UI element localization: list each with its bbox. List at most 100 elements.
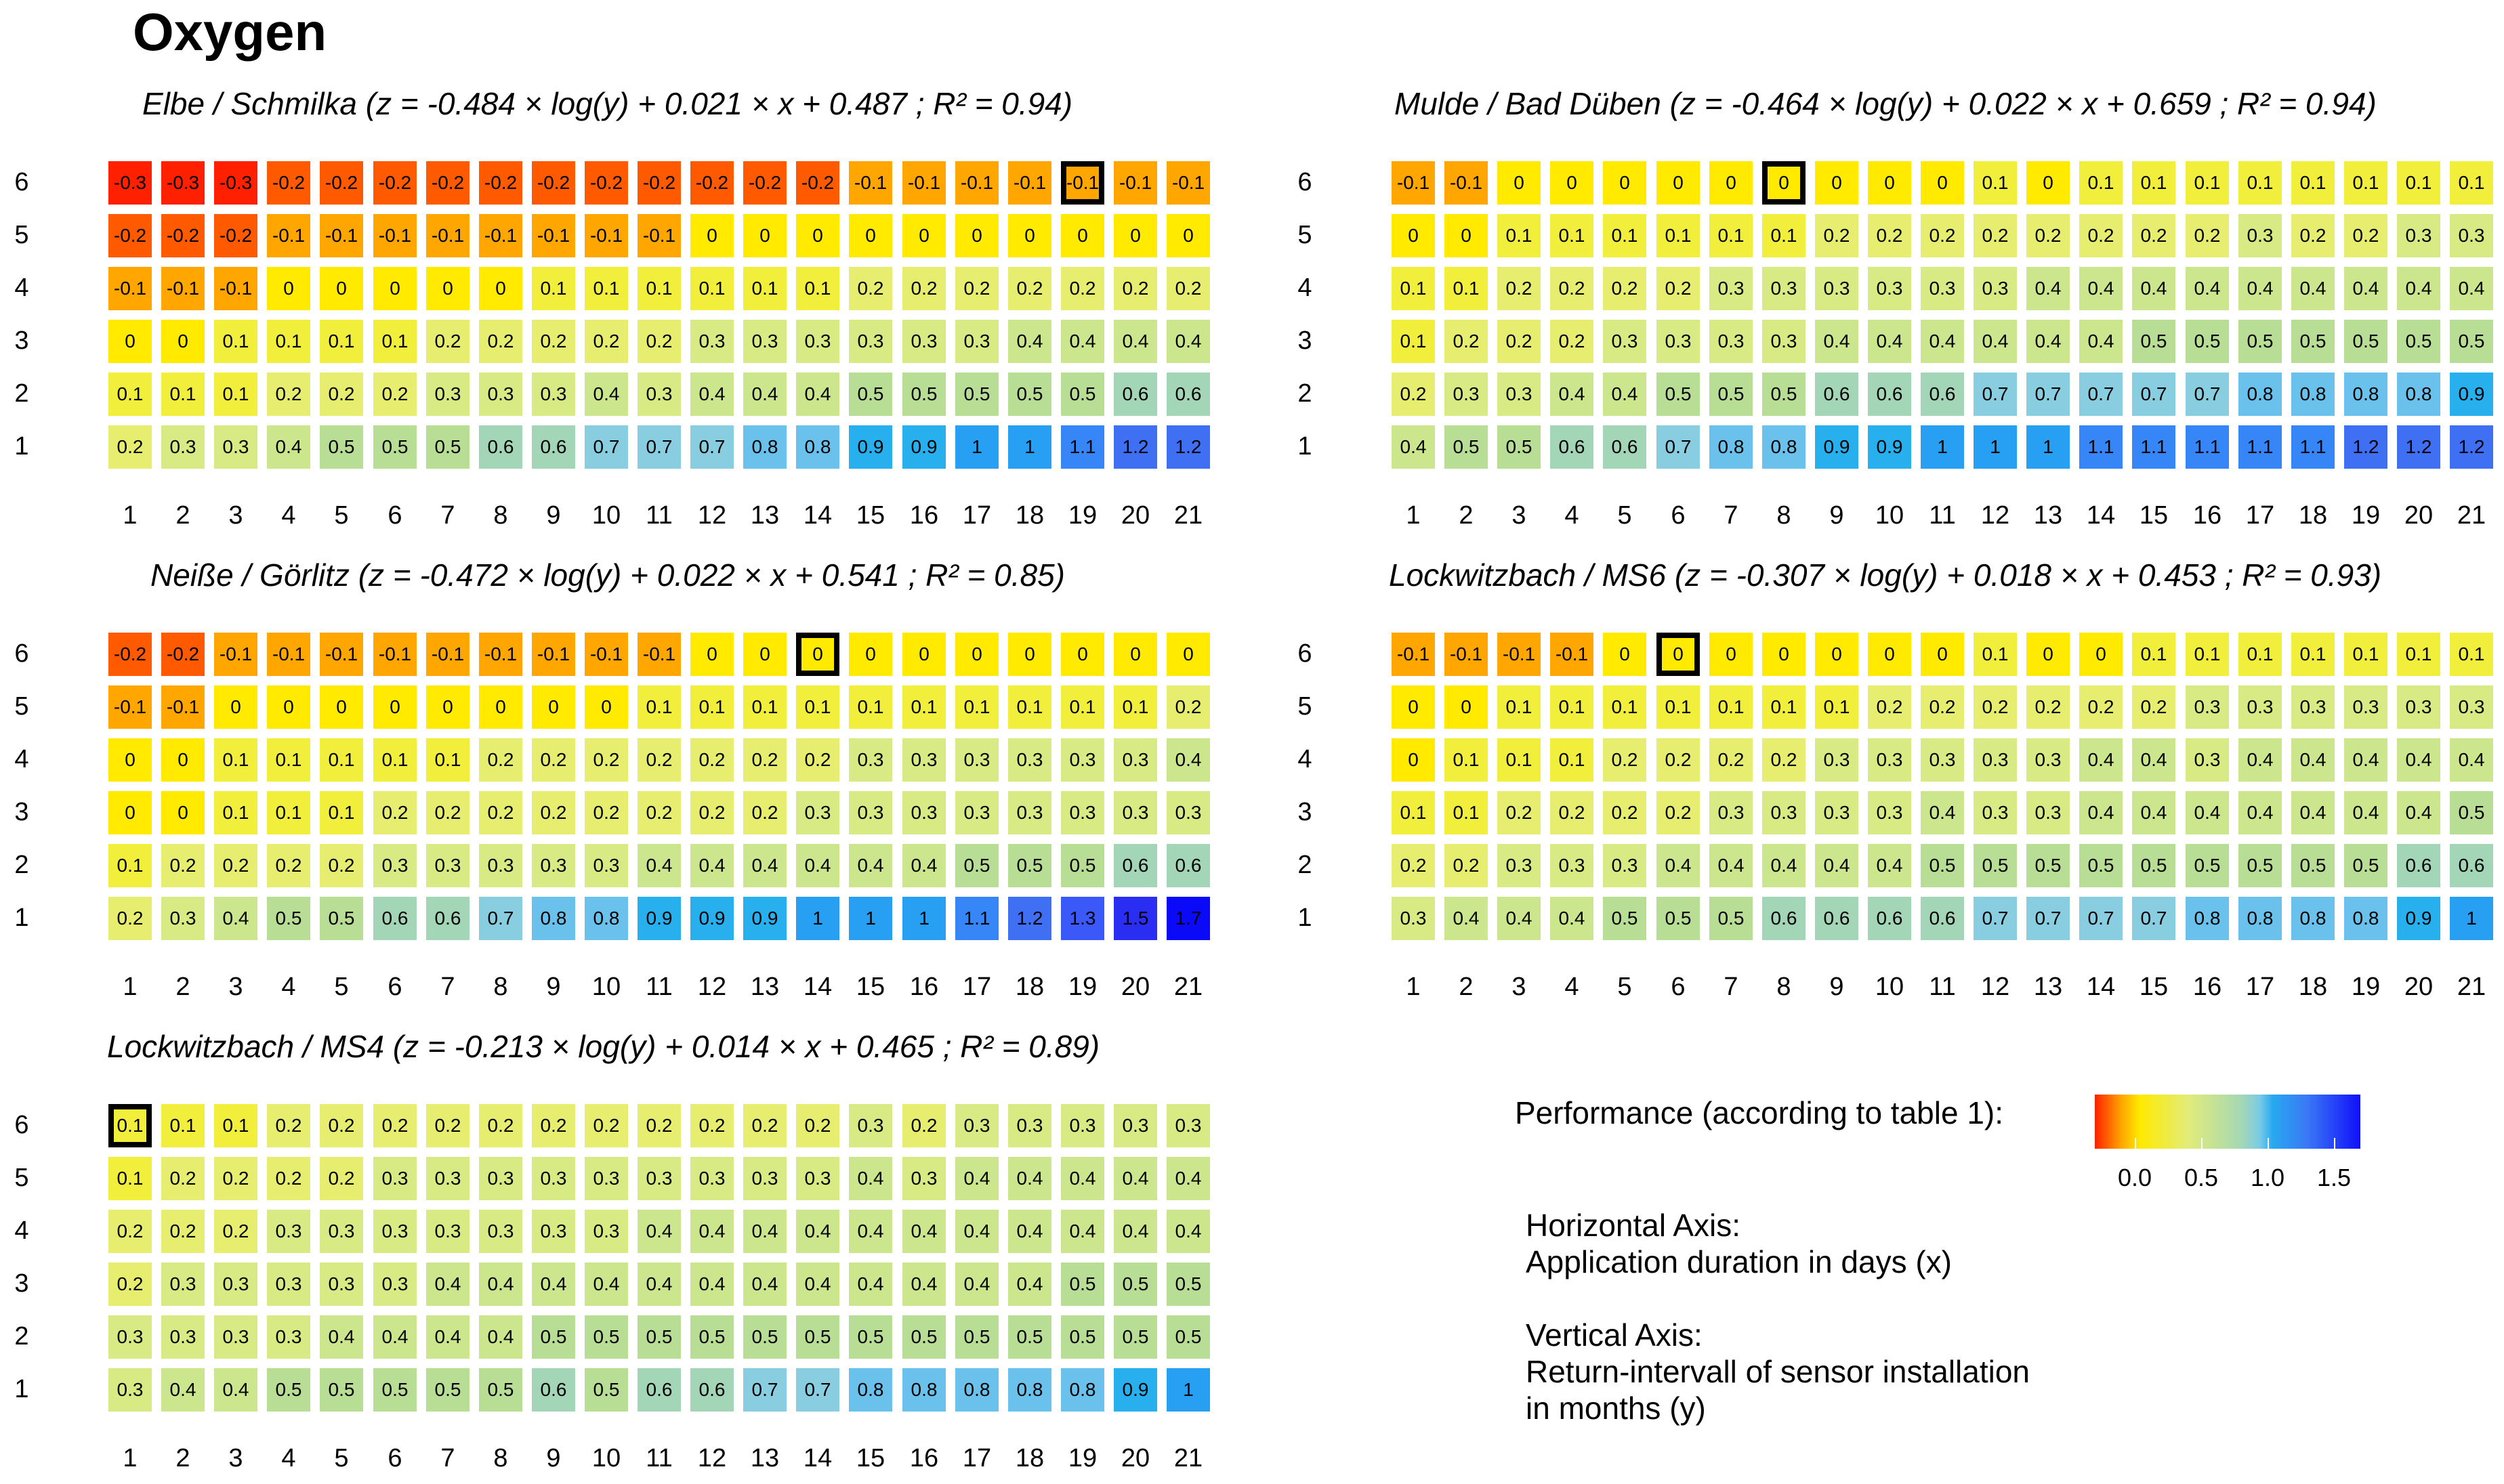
- heatmap-cell: 0.2: [320, 1157, 363, 1200]
- x-tick-label: 4: [1564, 973, 1579, 1001]
- x-tick-label: 21: [1173, 501, 1203, 530]
- heatmap-cell: 0.3: [1974, 267, 2017, 310]
- y-tick-label: 2: [14, 851, 29, 879]
- heatmap-cell: 0.2: [2132, 214, 2175, 257]
- heatmap-cell: 0.5: [1921, 844, 1964, 887]
- heatmap-cell: 0.4: [902, 1210, 946, 1253]
- heatmap-cell: 0.1: [955, 685, 999, 729]
- x-tick-label: 6: [1671, 501, 1686, 530]
- heatmap-cell: 0.1: [267, 738, 310, 782]
- heatmap-cell: 0.3: [161, 897, 205, 940]
- heatmap-cell: 0: [373, 267, 417, 310]
- heatmap-cell: 0.1: [1709, 214, 1753, 257]
- heatmap-cell: 0.8: [2344, 897, 2387, 940]
- x-tick-label: 14: [803, 973, 833, 1001]
- heatmap-cell: 0.4: [2238, 267, 2282, 310]
- heatmap-cell: 0.2: [796, 738, 839, 782]
- heatmap-cell: 0.1: [1974, 161, 2017, 205]
- heatmap-cell: 0.3: [1444, 373, 1488, 416]
- heatmap-cell: -0.1: [1444, 161, 1488, 205]
- heatmap-cell: 0.4: [690, 1263, 734, 1306]
- heatmap-cell: 0.2: [479, 791, 522, 834]
- y-tick-label: 3: [14, 798, 29, 826]
- heatmap-cell: 0.5: [426, 425, 470, 469]
- heatmap-cell: 0.3: [1167, 1104, 1210, 1147]
- x-tick-label: 1: [123, 973, 138, 1001]
- heatmap-cell: 0.1: [2344, 161, 2387, 205]
- heatmap-cell: 0: [690, 633, 734, 676]
- heatmap-cell: -0.1: [320, 214, 363, 257]
- heatmap-cell: 0.6: [1114, 844, 1157, 887]
- heatmap-cell: 0.2: [373, 373, 417, 416]
- heatmap-cell: 0.3: [1815, 791, 1858, 834]
- heatmap-cell: 0.5: [849, 1315, 892, 1359]
- x-tick-label: 11: [1929, 973, 1956, 1001]
- heatmap-cell: 0.3: [161, 1263, 205, 1306]
- heatmap-cell: 0.4: [2186, 791, 2229, 834]
- heatmap-cell: 0.6: [373, 897, 417, 940]
- heatmap-cell: 0.3: [161, 1315, 205, 1359]
- x-tick-label: 12: [1980, 501, 2010, 530]
- x-tick-label: 21: [2457, 973, 2486, 1001]
- heatmap-cell: 0.4: [426, 1263, 470, 1306]
- heatmap-cell: 0.7: [2079, 373, 2123, 416]
- heatmap-cell: 0.5: [1709, 897, 1753, 940]
- heatmap-cell: 0.1: [267, 320, 310, 363]
- heatmap-cell: 0: [2026, 161, 2070, 205]
- heatmap-cell: 0: [1444, 685, 1488, 729]
- x-tick-label: 6: [388, 1444, 402, 1472]
- x-tick-label: 9: [546, 1444, 561, 1472]
- heatmap-cell: -0.1: [849, 161, 892, 205]
- heatmap-cell: 0.2: [1974, 685, 2017, 729]
- heatmap-cell: 0.3: [2238, 214, 2282, 257]
- heatmap-cell: 0.2: [267, 844, 310, 887]
- heatmap-cell: 0.1: [1444, 267, 1488, 310]
- x-tick-label: 4: [281, 501, 296, 530]
- heatmap-cell: 0.4: [690, 844, 734, 887]
- heatmap-cell: 0.4: [2291, 791, 2335, 834]
- heatmap-cell: 0: [690, 214, 734, 257]
- y-tick-label: 2: [1297, 851, 1312, 879]
- heatmap-cell: 0.6: [1167, 844, 1210, 887]
- heatmap-cell: 0.1: [108, 844, 152, 887]
- x-tick-label: 7: [440, 501, 455, 530]
- heatmap-cell: 0.4: [1061, 1157, 1104, 1200]
- heatmap-cell: -0.1: [214, 633, 257, 676]
- heatmap-cell: -0.1: [161, 685, 205, 729]
- x-tick-label: 19: [1068, 973, 1098, 1001]
- heatmap-cell: 0.7: [2132, 373, 2175, 416]
- heatmap-cell: 0.4: [1921, 791, 1964, 834]
- heatmap-cell: 0.6: [1114, 373, 1157, 416]
- legend-colorbar: [2095, 1095, 2360, 1149]
- heatmap-cell: 0.4: [2397, 791, 2440, 834]
- heatmap-cell: 0.2: [161, 844, 205, 887]
- heatmap-cell: 1: [902, 897, 946, 940]
- heatmap-cell: 0.4: [690, 1210, 734, 1253]
- heatmap-cell: 0.3: [1656, 320, 1700, 363]
- heatmap-cell: 0.3: [638, 373, 681, 416]
- heatmap-cell: 0.3: [796, 1157, 839, 1200]
- x-tick-label: 14: [803, 501, 833, 530]
- heatmap-cell: -0.1: [320, 633, 363, 676]
- x-tick-label: 8: [1776, 501, 1791, 530]
- heatmap-cell: 0.4: [902, 1263, 946, 1306]
- heatmap-cell: 0.3: [1497, 373, 1541, 416]
- x-tick-label: 13: [2033, 973, 2063, 1001]
- heatmap-cell: -0.2: [108, 214, 152, 257]
- heatmap-cell: 0.3: [690, 1157, 734, 1200]
- heatmap-cell: 0.5: [1603, 897, 1646, 940]
- x-tick-label: 16: [2192, 501, 2222, 530]
- x-tick-label: 7: [440, 1444, 455, 1472]
- heatmap-cell: 0.2: [479, 738, 522, 782]
- heatmap-cell: 0: [796, 214, 839, 257]
- heatmap-cell: 0.4: [743, 1263, 787, 1306]
- heatmap-cell: -0.1: [479, 633, 522, 676]
- heatmap-cell: 0.3: [479, 1157, 522, 1200]
- heatmap-cell: 0.3: [1603, 844, 1646, 887]
- heatmap-cell: 0.4: [479, 1263, 522, 1306]
- heatmap-cell: 0.1: [1497, 738, 1541, 782]
- heatmap-cell: 0.5: [532, 1315, 575, 1359]
- heatmap-cell: 1.1: [2132, 425, 2175, 469]
- heatmap-cell: -0.1: [426, 633, 470, 676]
- heatmap-cell: -0.1: [267, 633, 310, 676]
